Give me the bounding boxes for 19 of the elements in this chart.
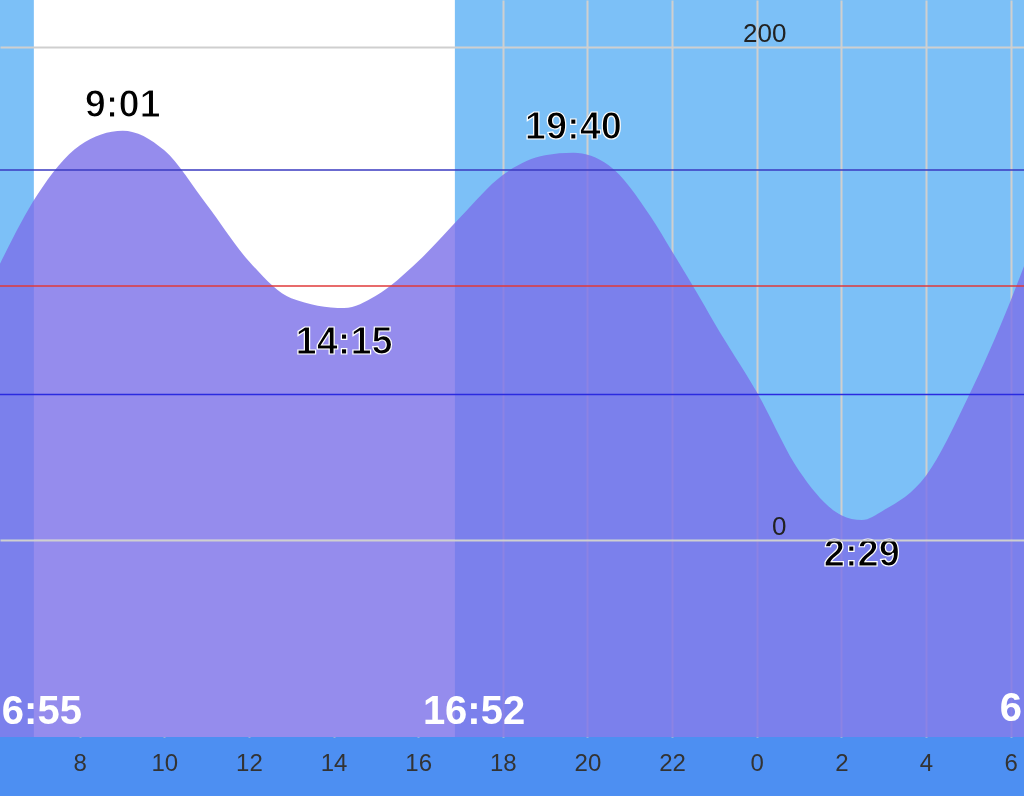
annotation: 2:29 xyxy=(823,532,900,575)
x-tick-label: 14 xyxy=(320,748,348,776)
x-tick-label: 12 xyxy=(236,748,263,776)
annotation: 19:40 xyxy=(524,104,622,147)
x-tick-label: 18 xyxy=(489,748,517,776)
y-tick-label: 200 xyxy=(743,18,787,49)
annotation: 16:52 xyxy=(422,688,526,733)
x-tick-label: 2 xyxy=(835,748,849,776)
x-tick-label: 10 xyxy=(151,748,179,776)
x-tick-label: 16 xyxy=(405,748,433,776)
x-tick-label: 6 xyxy=(1004,748,1018,776)
annotation: 6 xyxy=(999,685,1022,729)
x-tick-label: 22 xyxy=(659,748,686,776)
x-tick-label: 20 xyxy=(574,748,602,776)
x-tick-label: 8 xyxy=(73,748,87,776)
annotation: 6:55 xyxy=(1,688,82,733)
annotation: 14:15 xyxy=(295,320,393,363)
x-tick-label: 0 xyxy=(750,748,764,776)
x-tick-label: 4 xyxy=(919,748,934,776)
